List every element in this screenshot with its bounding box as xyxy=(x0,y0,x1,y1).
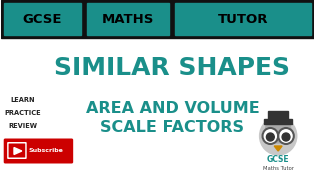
Text: Subscribe: Subscribe xyxy=(29,148,64,154)
Text: GCSE: GCSE xyxy=(267,156,290,165)
FancyBboxPatch shape xyxy=(4,138,73,163)
FancyBboxPatch shape xyxy=(9,143,25,158)
Text: Maths Tutor: Maths Tutor xyxy=(263,165,294,170)
Bar xyxy=(175,3,311,35)
Text: PRACTICE: PRACTICE xyxy=(4,110,41,116)
Text: MATHS: MATHS xyxy=(102,12,154,26)
Circle shape xyxy=(260,117,297,155)
Bar xyxy=(264,119,292,124)
Bar xyxy=(87,3,169,35)
Text: AREA AND VOLUME: AREA AND VOLUME xyxy=(86,100,260,116)
Text: LEARN: LEARN xyxy=(11,97,35,103)
Circle shape xyxy=(282,133,290,141)
Polygon shape xyxy=(274,146,282,151)
FancyBboxPatch shape xyxy=(7,142,27,159)
Circle shape xyxy=(267,133,274,141)
Circle shape xyxy=(266,117,291,143)
Text: TUTOR: TUTOR xyxy=(218,12,269,26)
Circle shape xyxy=(278,128,294,144)
Polygon shape xyxy=(14,147,22,154)
Text: REVIEW: REVIEW xyxy=(8,123,37,129)
Bar xyxy=(4,3,81,35)
Text: SIMILAR SHAPES: SIMILAR SHAPES xyxy=(54,56,291,80)
Circle shape xyxy=(262,128,278,144)
Bar xyxy=(1,0,314,38)
Bar xyxy=(268,111,288,120)
Text: GCSE: GCSE xyxy=(23,12,62,26)
Text: SCALE FACTORS: SCALE FACTORS xyxy=(100,120,244,136)
